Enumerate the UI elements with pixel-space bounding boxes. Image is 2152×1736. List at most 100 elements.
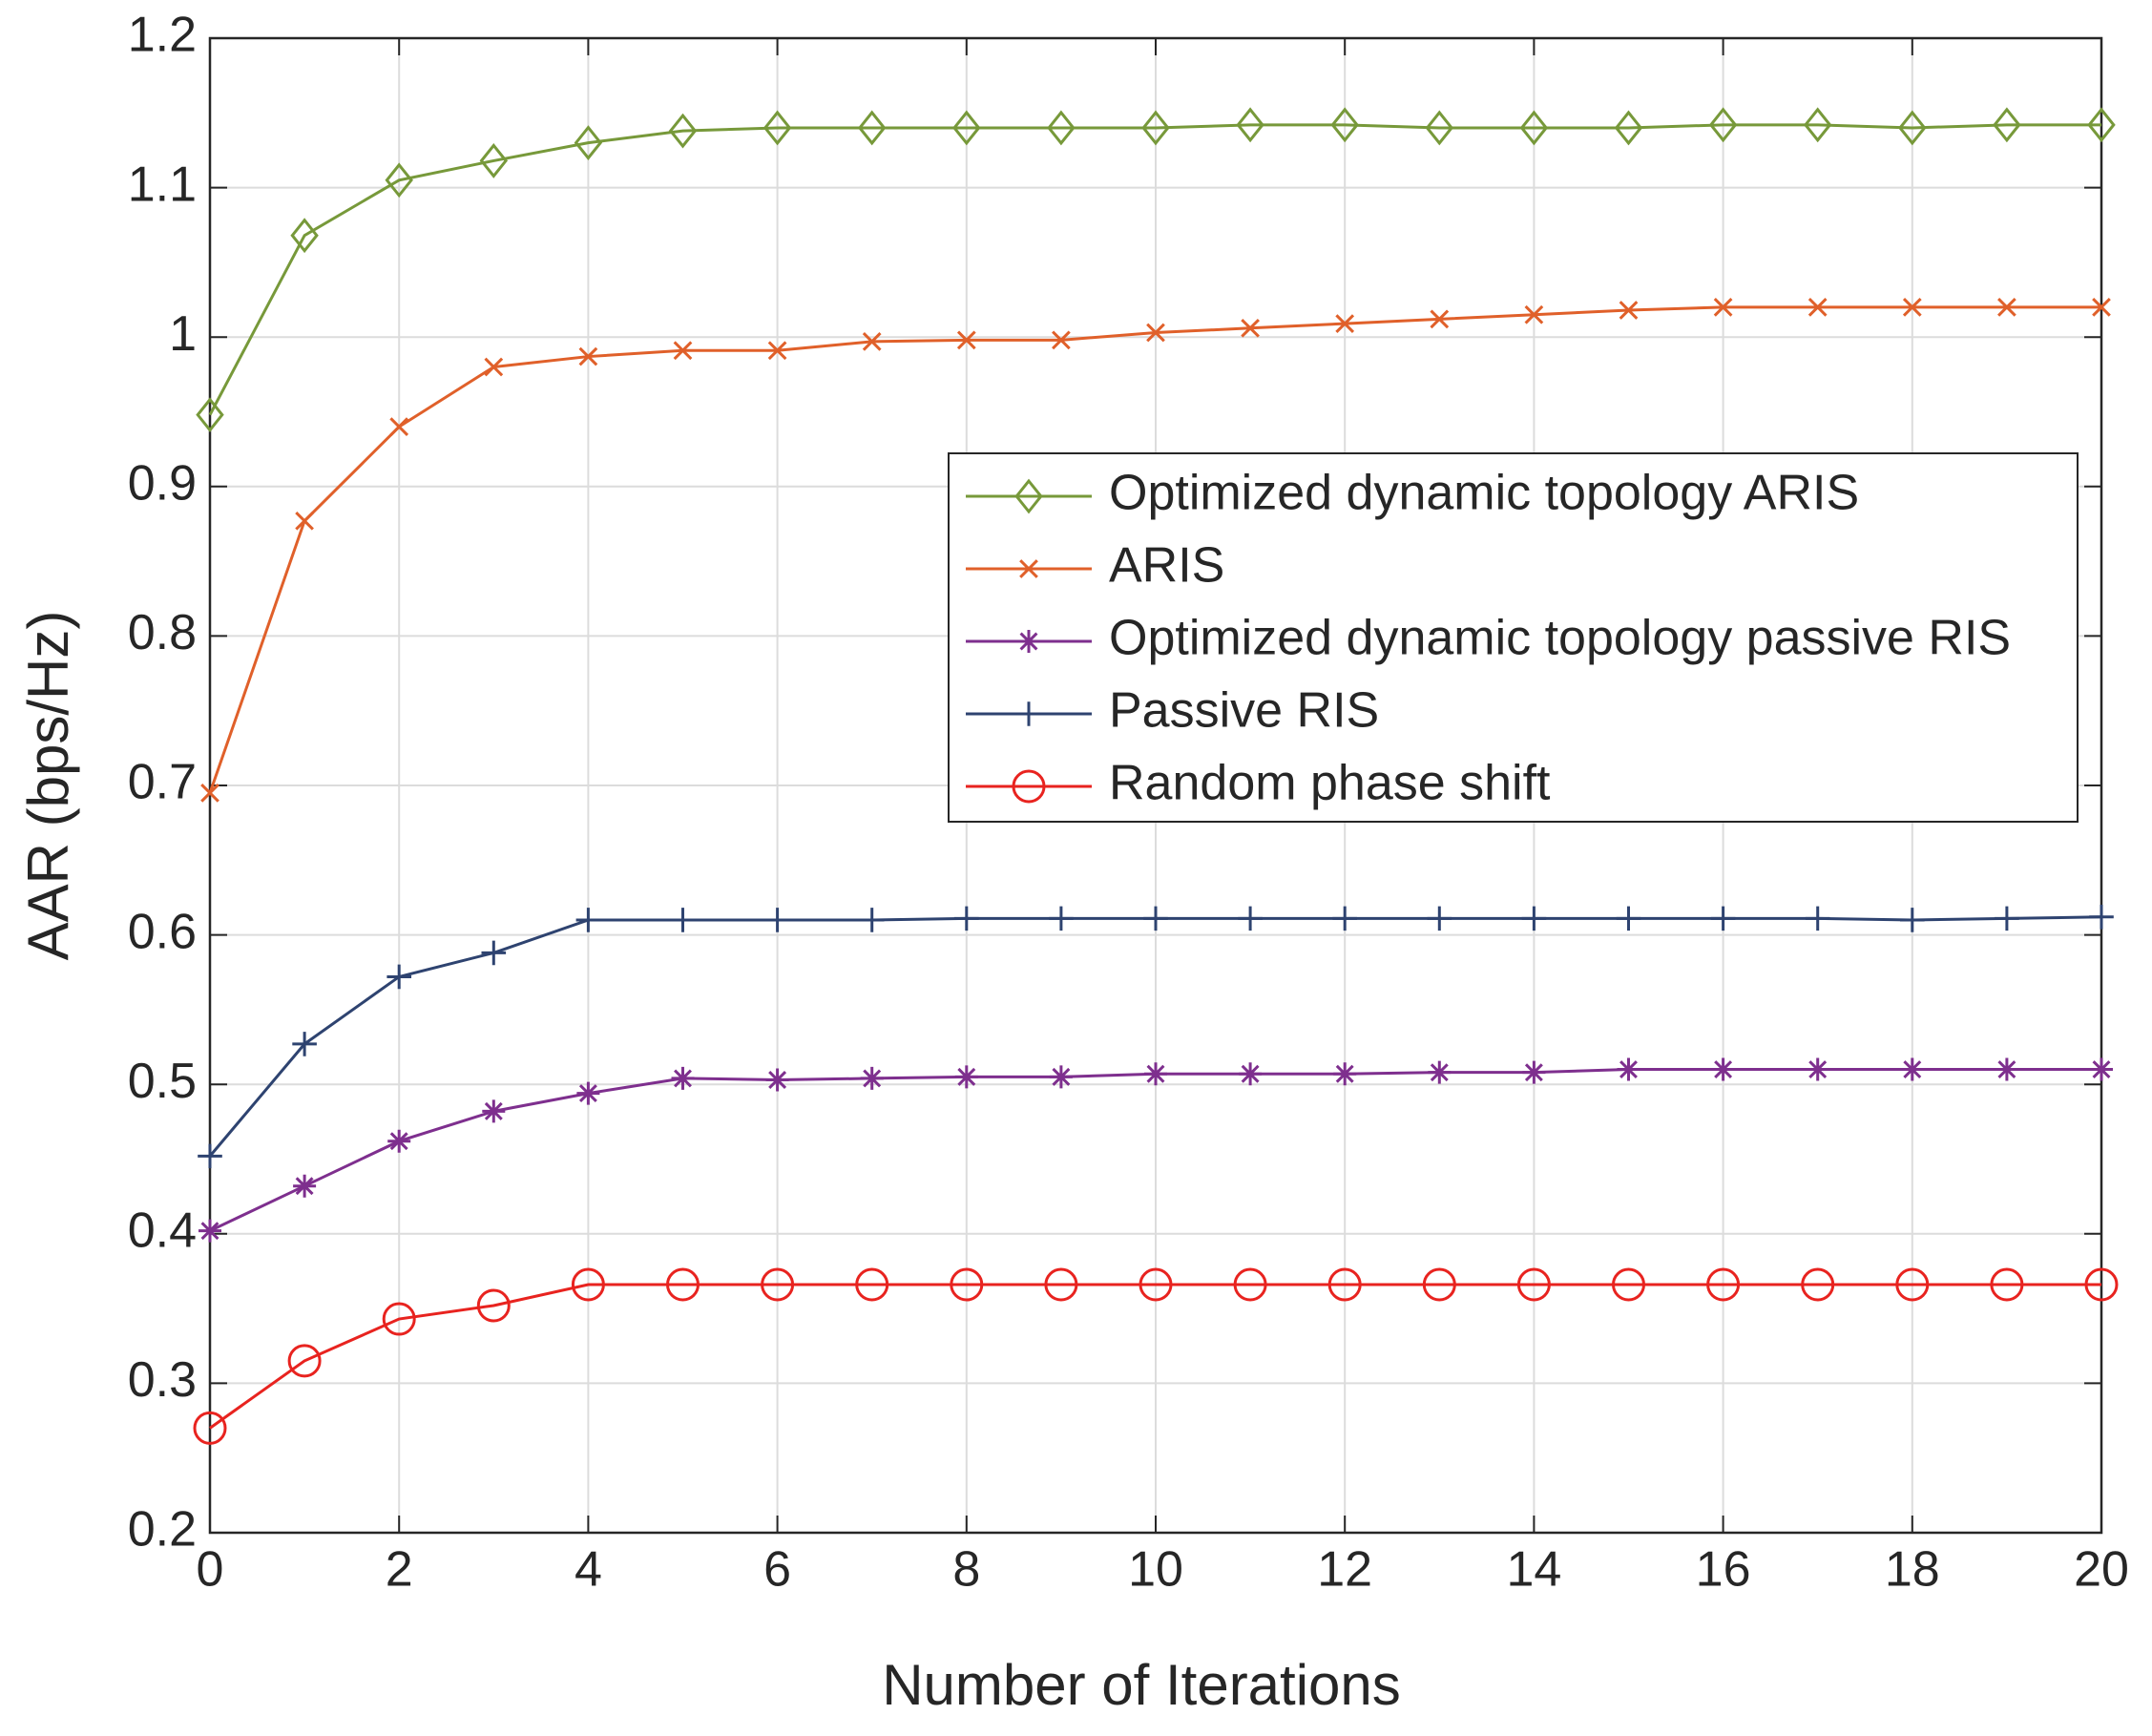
legend-marker	[1016, 701, 1041, 726]
data-point	[1239, 1062, 1263, 1086]
data-point	[1052, 330, 1071, 350]
data-point	[1430, 309, 1450, 329]
data-point	[1619, 301, 1639, 320]
data-point	[484, 357, 504, 377]
data-point	[761, 1267, 795, 1302]
x-tick-label: 0	[197, 1542, 224, 1598]
data-point	[1049, 1065, 1073, 1089]
data-point	[1711, 1057, 1735, 1081]
x-tick-label: 12	[1317, 1542, 1372, 1598]
data-point	[1427, 906, 1452, 931]
data-point	[578, 346, 598, 366]
data-point	[1995, 1057, 2018, 1081]
data-point	[287, 1344, 322, 1378]
x-tick-label: 2	[386, 1542, 413, 1598]
data-point	[575, 908, 601, 932]
data-point	[671, 1066, 695, 1090]
data-point	[476, 1288, 511, 1323]
data-point	[193, 1411, 227, 1445]
legend-label: Random phase shift	[1109, 756, 1551, 811]
data-point	[1238, 906, 1263, 931]
x-axis-label: Number of Iterations	[882, 1653, 1401, 1717]
series-line	[208, 123, 2101, 416]
y-tick-label: 0.2	[128, 1502, 197, 1558]
data-point	[1049, 906, 1074, 931]
legend-label: Passive RIS	[1109, 683, 1379, 739]
data-point	[1801, 1267, 1835, 1302]
data-point	[1713, 298, 1733, 317]
data-point	[293, 1174, 317, 1198]
data-point	[1997, 298, 2016, 317]
data-point	[196, 397, 224, 433]
data-point	[1522, 1060, 1546, 1084]
data-point	[1807, 298, 1828, 317]
data-point	[1516, 1267, 1551, 1302]
x-tick-label: 16	[1696, 1542, 1751, 1598]
data-point	[855, 1267, 889, 1302]
data-point	[1617, 1057, 1640, 1081]
y-tick-label: 0.3	[128, 1352, 197, 1408]
data-point	[1047, 110, 1076, 146]
data-point	[668, 113, 698, 149]
data-point	[1422, 1267, 1456, 1302]
data-point	[385, 162, 413, 199]
data-point	[292, 1032, 317, 1056]
data-point	[1900, 908, 1925, 932]
data-point	[1141, 110, 1170, 146]
data-point	[1332, 906, 1357, 931]
data-point	[576, 1081, 600, 1105]
data-point	[1241, 318, 1260, 338]
data-point	[1995, 906, 2019, 931]
y-tick-label: 0.7	[128, 755, 197, 810]
data-point	[1524, 304, 1544, 324]
data-point	[954, 1065, 978, 1089]
data-point	[673, 341, 693, 361]
legend-box	[948, 452, 2079, 823]
data-point	[1806, 1057, 1829, 1081]
data-point	[295, 511, 314, 531]
data-point	[2092, 298, 2111, 317]
data-point	[382, 1302, 416, 1336]
data-point	[1706, 1267, 1741, 1302]
data-point	[1519, 110, 1549, 146]
data-point	[1335, 314, 1355, 333]
data-point	[481, 940, 507, 966]
data-point	[670, 908, 696, 932]
data-point	[1710, 906, 1736, 931]
legend-label: Optimized dynamic topology passive RIS	[1109, 611, 2011, 666]
data-point	[862, 332, 882, 351]
data-point	[1990, 1267, 2024, 1302]
data-point	[571, 1267, 605, 1302]
legend-marker	[1012, 769, 1046, 804]
data-point	[479, 143, 509, 178]
legend-label: ARIS	[1109, 538, 1224, 594]
data-point	[198, 1143, 222, 1169]
x-tick-label: 8	[952, 1542, 980, 1598]
x-tick-label: 10	[1128, 1542, 1183, 1598]
data-point	[1146, 323, 1165, 343]
data-point	[859, 908, 885, 932]
data-point	[1327, 1267, 1362, 1302]
y-tick-label: 0.4	[128, 1203, 197, 1259]
data-point	[2089, 905, 2114, 930]
data-point	[1614, 110, 1643, 146]
data-point	[1612, 1267, 1645, 1302]
data-point	[387, 1129, 411, 1153]
data-point	[956, 330, 976, 350]
data-point	[666, 1267, 700, 1302]
data-point	[290, 218, 319, 254]
data-point	[389, 417, 409, 437]
y-axis-label: AAR (bps/Hz)	[16, 611, 80, 961]
data-point	[1333, 1062, 1357, 1086]
y-tick-label: 1.1	[128, 157, 197, 212]
data-point	[1993, 107, 2021, 143]
data-point	[1902, 298, 1922, 317]
x-tick-label: 6	[763, 1542, 791, 1598]
legend-marker	[1014, 478, 1043, 514]
data-point	[763, 110, 792, 146]
y-tick-label: 0.6	[128, 904, 197, 959]
series-line	[209, 1283, 2101, 1430]
data-point	[2084, 1267, 2119, 1302]
data-point	[950, 1267, 984, 1302]
